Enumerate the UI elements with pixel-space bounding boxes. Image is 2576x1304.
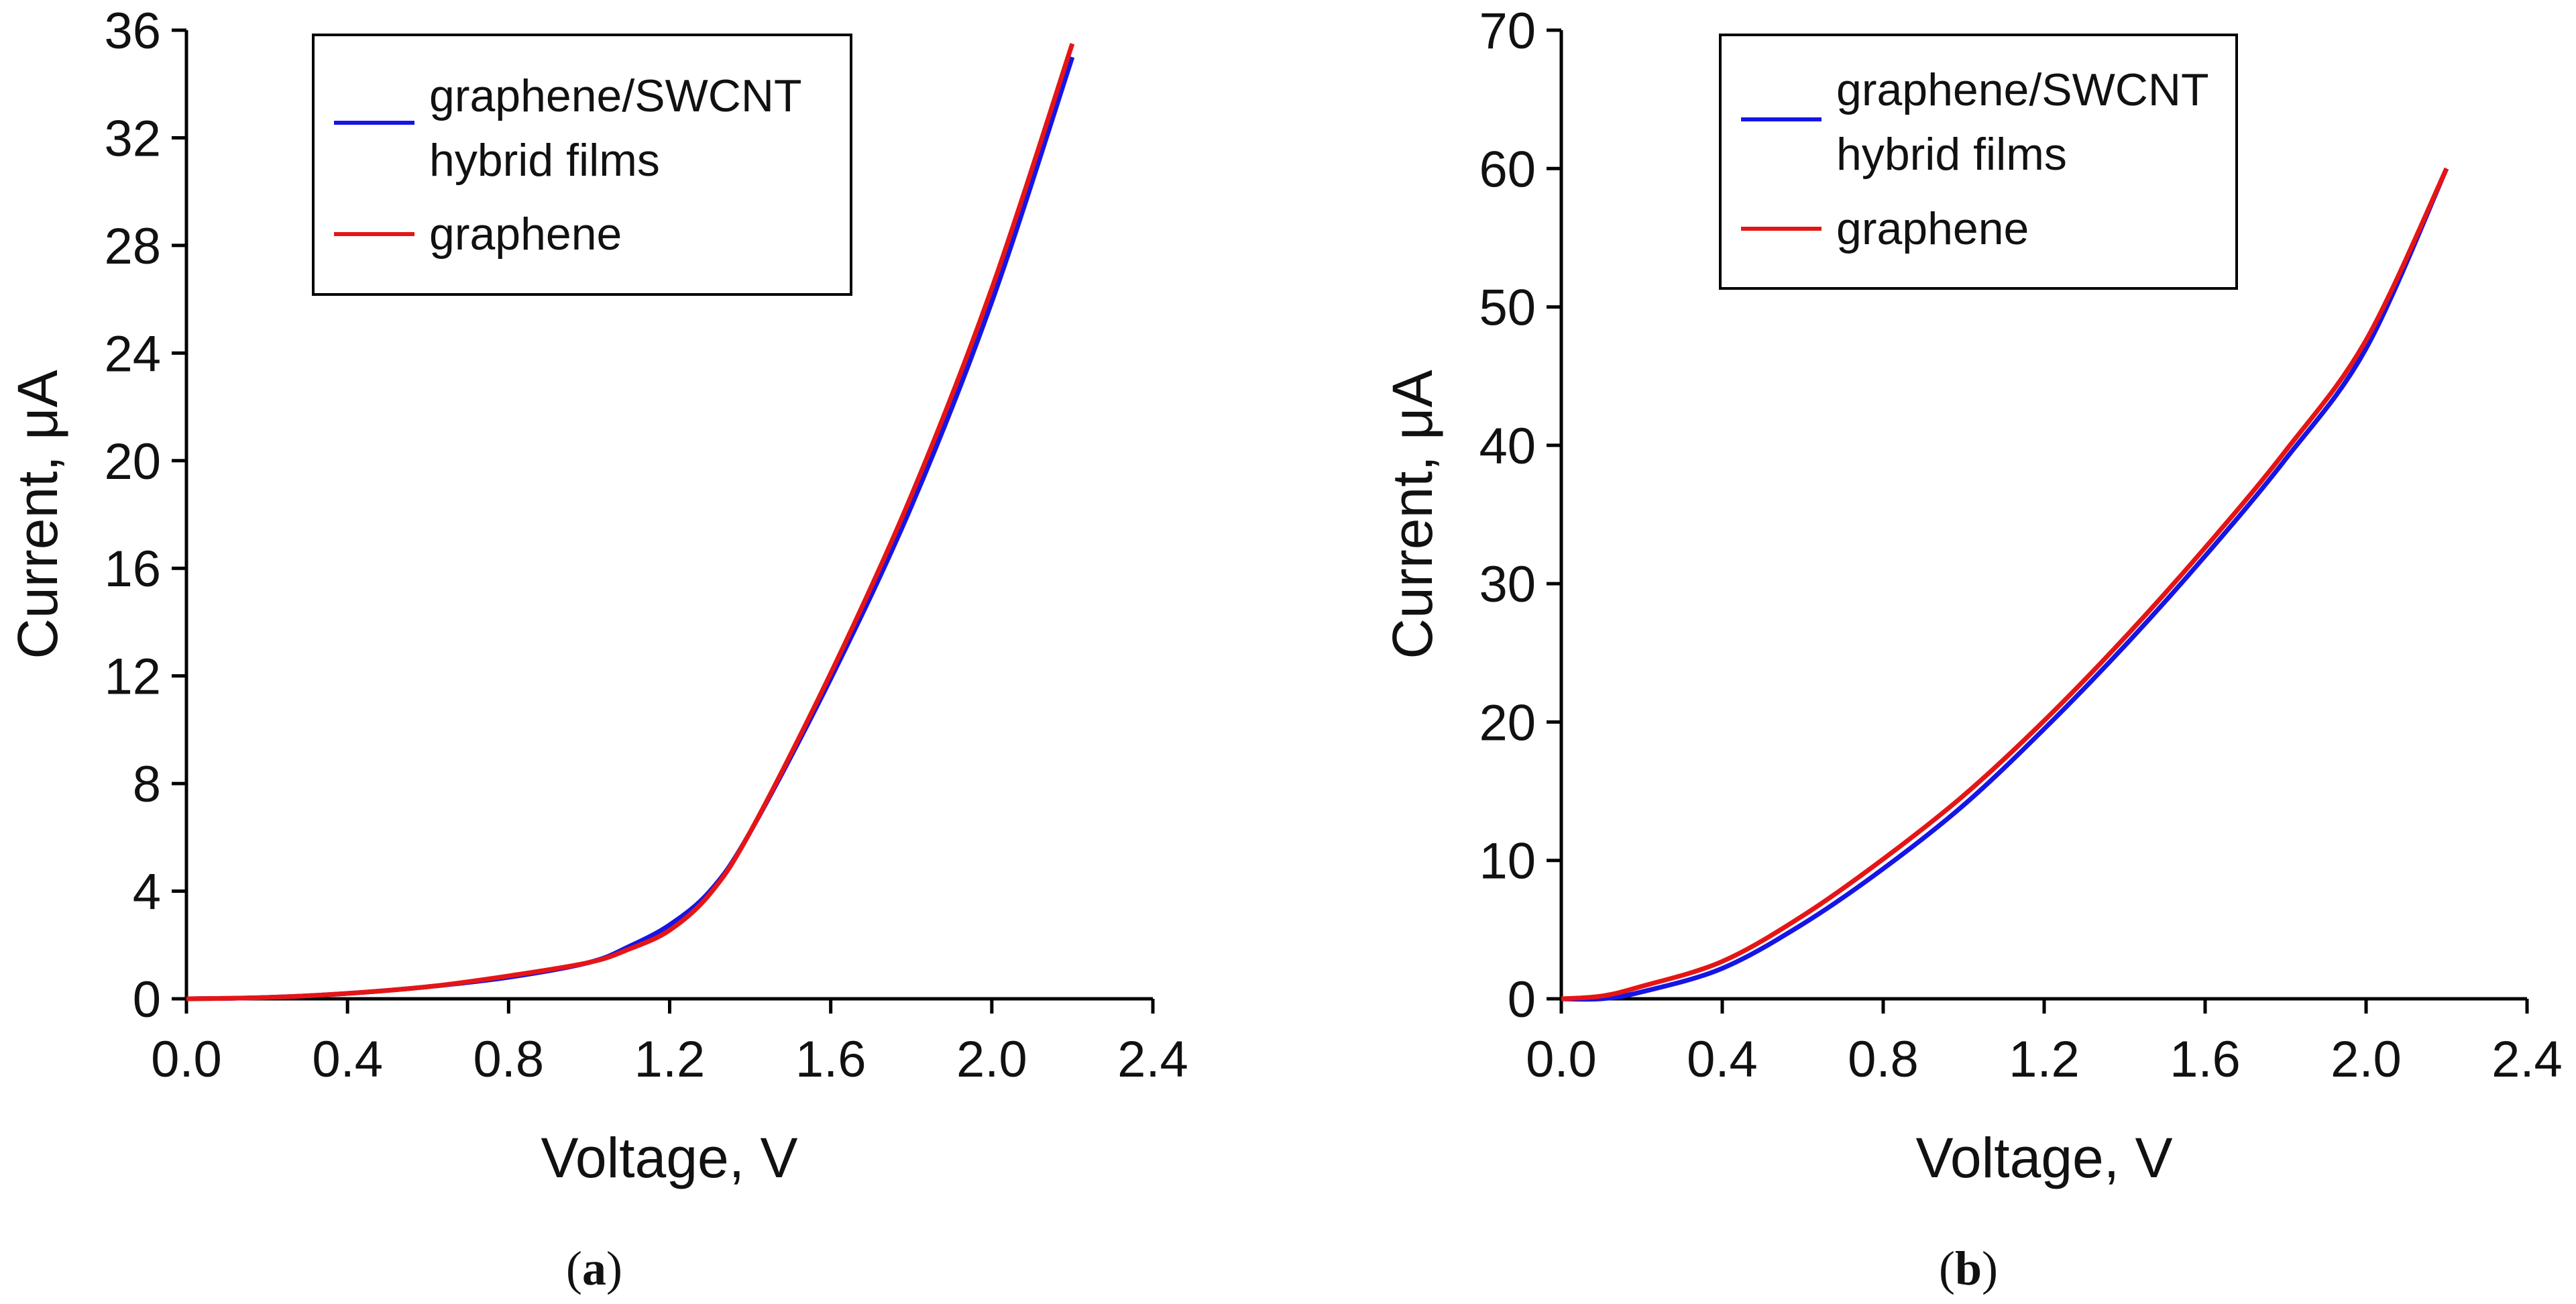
panel-b-gridticks: 0.0 0.4 0.8 1.2 1.6 2.0 2.4 0 10 20 30 40 50 60 70 [1479, 3, 2562, 1088]
panel-b-legend-label-graphene: graphene [1836, 203, 2029, 254]
panel-b-legend-label-hybrid-line1: graphene/SWCNT [1836, 64, 2209, 115]
panel-b-legend: graphene/SWCNT hybrid films graphene [1719, 34, 2238, 290]
panel-a-x-tick-label: 2.4 [1117, 1031, 1188, 1088]
panel-b-series-line-graphene [1561, 167, 2449, 1001]
panel-a-label-letter: a [582, 1242, 606, 1295]
panel-b-legend-label-hybrid-line2: hybrid films [1836, 129, 2067, 180]
panel-b-series-line-hybrid [1561, 167, 2449, 1002]
panel-a-y-tick-label: 4 [133, 864, 161, 921]
panel-b: 0.0 0.4 0.8 1.2 1.6 2.0 2.4 0 10 20 30 40 50 60 70 Vol… [1381, 3, 2563, 1295]
panel-b-y-tick-label: 70 [1479, 3, 1536, 60]
panel-b-y-axis-title: Current, μA [1381, 370, 1444, 659]
panel-b-legend-box [1719, 34, 2238, 290]
panel-a-x-tick-label: 0.0 [151, 1031, 222, 1088]
panel-b-y-tick-label: 30 [1479, 556, 1536, 613]
panel-a-x-tick-label: 0.4 [312, 1031, 383, 1088]
panel-b-y-tick-label: 10 [1479, 833, 1536, 890]
panel-a-y-tick-label: 0 [133, 971, 161, 1028]
panel-a-legend-label-hybrid-line2: hybrid films [429, 135, 660, 186]
panel-b-series-group [1561, 167, 2449, 1002]
panel-a-x-tick-label: 1.6 [795, 1031, 866, 1088]
panel-a-legend: graphene/SWCNT hybrid films graphene [312, 34, 852, 296]
panel-b-x-tick-label: 1.2 [2009, 1031, 2080, 1088]
panel-a-label: (a) [566, 1242, 622, 1295]
panel-a-y-tick-label: 32 [104, 110, 161, 167]
panel-b-y-tick-label: 0 [1508, 971, 1536, 1028]
panel-b-x-tick-label: 0.4 [1687, 1031, 1758, 1088]
panel-a-y-tick-label: 24 [104, 325, 161, 382]
panel-a: 0.0 0.4 0.8 1.2 1.6 2.0 2.4 0 4 8 12 16 20 24 28 32 36 V… [6, 3, 1188, 1295]
panel-a-y-tick-label: 20 [104, 433, 161, 490]
panel-b-x-tick-label: 0.8 [1848, 1031, 1919, 1088]
panel-b-label: (b) [1939, 1242, 1998, 1295]
panel-a-series-group [186, 43, 1075, 1001]
panel-a-series-line-graphene [186, 43, 1075, 1001]
panel-b-x-tick-label: 2.0 [2331, 1031, 2402, 1088]
panel-a-y-tick-label: 28 [104, 218, 161, 275]
panel-b-x-tick-label: 1.6 [2170, 1031, 2241, 1088]
panel-a-legend-label-graphene: graphene [429, 209, 622, 260]
panel-a-legend-label-hybrid-line1: graphene/SWCNT [429, 70, 802, 121]
panel-b-y-tick-label: 60 [1479, 141, 1536, 198]
panel-b-y-tick-label: 50 [1479, 280, 1536, 337]
panel-a-x-tick-label: 1.2 [634, 1031, 706, 1088]
panel-b-y-tick-label: 40 [1479, 418, 1536, 475]
panel-b-y-tick-label: 20 [1479, 694, 1536, 751]
panel-b-x-tick-label: 2.4 [2491, 1031, 2563, 1088]
panel-a-y-tick-label: 36 [104, 3, 161, 60]
panel-a-y-tick-label: 16 [104, 541, 161, 598]
panel-b-label-letter: b [1955, 1242, 1982, 1295]
panel-a-x-tick-label: 2.0 [956, 1031, 1027, 1088]
panel-b-x-tick-label: 0.0 [1526, 1031, 1597, 1088]
panel-a-x-tick-label: 0.8 [473, 1031, 545, 1088]
panel-a-y-axis-title: Current, μA [6, 370, 69, 659]
panel-a-legend-box [312, 34, 852, 296]
panel-b-x-axis-title: Voltage, V [1916, 1126, 2173, 1189]
panel-a-y-tick-label: 8 [133, 756, 161, 813]
panel-a-gridticks: 0.0 0.4 0.8 1.2 1.6 2.0 2.4 0 4 8 12 16 20 24 28 32 36 [104, 3, 1188, 1088]
panel-a-y-tick-label: 12 [104, 649, 161, 706]
panel-a-x-axis-title: Voltage, V [541, 1126, 798, 1189]
